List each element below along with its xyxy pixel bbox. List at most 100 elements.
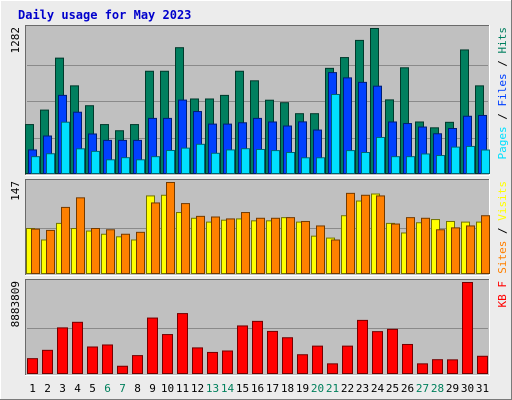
x-label-day-8: 8	[134, 382, 141, 395]
bar-pages-day-27	[421, 153, 430, 174]
bar-sites-day-5	[91, 228, 100, 274]
bar-kb-f-day-16	[252, 320, 263, 375]
x-label-day-18: 18	[281, 382, 294, 395]
bar-kb-f-day-24	[372, 331, 383, 374]
bar-kb-f-day-25	[387, 328, 398, 375]
bar-pages-day-28	[436, 155, 445, 175]
legend-entry: Sites	[496, 241, 509, 274]
legend-bottom: KB F	[496, 281, 509, 308]
bar-kb-f-day-6	[102, 344, 113, 374]
bar-sites-day-20	[316, 225, 325, 274]
bar-pages-day-3	[61, 121, 70, 174]
bar-sites-day-13	[211, 216, 220, 274]
x-label-day-15: 15	[236, 382, 249, 395]
bar-sites-day-21	[331, 239, 340, 274]
x-label-day-14: 14	[221, 382, 235, 395]
bar-pages-day-20	[316, 157, 325, 175]
y-max-label-bottom: 8883809	[9, 281, 22, 327]
bar-sites-day-9	[151, 202, 160, 274]
bar-kb-f-day-2	[42, 349, 53, 375]
x-label-day-13: 13	[206, 382, 219, 395]
x-label-day-11: 11	[176, 382, 189, 395]
bar-sites-day-23	[361, 194, 370, 274]
legend-entry: Hits	[496, 27, 509, 54]
bar-sites-day-26	[406, 217, 415, 274]
bar-sites-day-19	[301, 220, 310, 275]
bar-kb-f-day-15	[237, 325, 248, 375]
x-label-day-29: 29	[446, 382, 459, 395]
bar-sites-day-18	[286, 217, 295, 274]
bar-kb-f-day-21	[327, 363, 338, 374]
bar-pages-day-29	[451, 146, 460, 174]
x-label-day-9: 9	[149, 382, 156, 395]
bar-pages-day-21	[331, 93, 340, 174]
x-label-day-25: 25	[386, 382, 399, 395]
x-label-day-28: 28	[431, 382, 444, 395]
x-label-day-16: 16	[251, 382, 264, 395]
bar-sites-day-1	[31, 228, 40, 274]
x-label-day-21: 21	[326, 382, 339, 395]
bar-kb-f-day-31	[477, 355, 488, 375]
bar-pages-day-13	[211, 152, 220, 174]
bar-sites-day-16	[256, 217, 265, 274]
x-label-day-10: 10	[161, 382, 174, 395]
bar-kb-f-day-7	[117, 365, 128, 374]
legend-entry: Pages	[496, 126, 509, 159]
bar-sites-day-12	[196, 215, 205, 275]
x-label-day-22: 22	[341, 382, 354, 395]
panel-top: 1282 Pages / Files / Hits	[9, 25, 509, 176]
x-label-day-5: 5	[89, 382, 96, 395]
panel-bottom: 8883809 KB F	[9, 279, 509, 376]
bar-pages-day-11	[181, 147, 190, 174]
legend-entry: KB F	[496, 281, 509, 308]
legend-entry: Visits	[496, 181, 509, 221]
bar-kb-f-day-22	[342, 345, 353, 375]
bar-kb-f-day-10	[162, 334, 173, 375]
bar-sites-day-24	[376, 195, 385, 275]
bar-sites-day-14	[226, 218, 235, 275]
bar-sites-day-22	[346, 192, 355, 274]
bar-pages-day-10	[166, 149, 175, 175]
bar-sites-day-17	[271, 217, 280, 274]
bar-pages-day-1	[31, 156, 40, 174]
bar-kb-f-day-13	[207, 351, 218, 374]
bar-pages-day-31	[481, 149, 490, 174]
bar-pages-day-25	[391, 156, 400, 174]
bar-sites-day-10	[166, 182, 175, 274]
x-label-day-26: 26	[401, 382, 414, 395]
chart-title: Daily usage for May 2023	[18, 8, 191, 22]
bar-pages-day-2	[46, 153, 55, 174]
bar-sites-day-3	[61, 206, 70, 275]
legend-middle: Sites / Visits	[496, 181, 509, 274]
bar-kb-f-day-14	[222, 350, 233, 374]
legend-entry: Files	[496, 73, 509, 106]
bar-kb-f-day-5	[87, 346, 98, 375]
bar-sites-day-25	[391, 223, 400, 274]
x-label-day-2: 2	[44, 382, 51, 395]
legend-separator: /	[496, 54, 509, 74]
x-label-day-17: 17	[266, 382, 279, 395]
x-label-day-12: 12	[191, 382, 204, 395]
x-label-day-19: 19	[296, 382, 309, 395]
x-label-day-20: 20	[311, 382, 324, 395]
bar-pages-day-7	[121, 157, 130, 174]
bar-sites-day-28	[436, 229, 445, 274]
bar-kb-f-day-11	[177, 313, 188, 374]
bar-sites-day-27	[421, 217, 430, 274]
bar-pages-day-4	[76, 148, 85, 174]
bar-kb-f-day-23	[357, 319, 368, 374]
x-label-day-6: 6	[104, 382, 111, 395]
x-label-day-4: 4	[74, 382, 81, 395]
x-label-day-31: 31	[476, 382, 489, 395]
legend-separator: /	[496, 107, 509, 127]
x-axis-labels: 1 2 3 4 5 6 7 8 9 10 11 12 13 14 15 16 17 18 19 20 21 22 23 24 2…	[29, 382, 489, 395]
bar-sites-day-29	[451, 227, 460, 275]
bar-kb-f-day-4	[72, 321, 83, 375]
bar-pages-day-8	[136, 159, 145, 174]
bar-pages-day-16	[256, 148, 265, 175]
bar-pages-day-30	[466, 145, 475, 174]
bar-kb-f-day-1	[27, 358, 38, 374]
bar-sites-day-2	[46, 229, 55, 275]
bar-sites-day-7	[121, 233, 130, 274]
